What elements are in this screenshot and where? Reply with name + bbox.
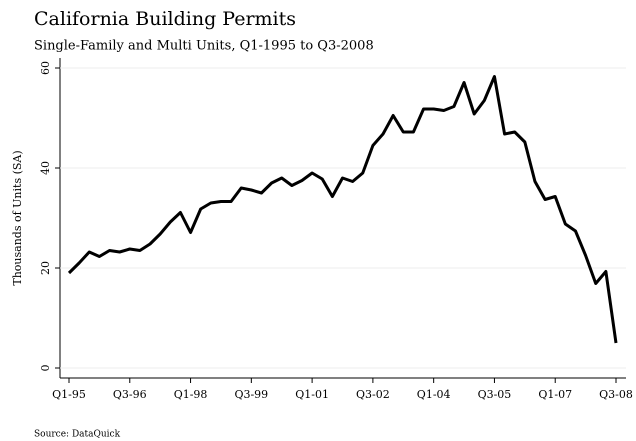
line xyxy=(67,75,618,344)
chart-title: California Building Permits xyxy=(34,8,296,30)
y-axis-label: Thousands of Units (SA) xyxy=(11,150,24,285)
x-tick-label: Q1-07 xyxy=(538,388,572,401)
x-tick-label: Q3-08 xyxy=(599,388,633,401)
x-tick-label: Q3-05 xyxy=(478,388,512,401)
x-tick-label: Q3-99 xyxy=(234,388,268,401)
y-tick-label: 60 xyxy=(39,61,52,75)
chart-subtitle: Single-Family and Multi Units, Q1-1995 t… xyxy=(34,39,374,54)
x-tick-label: Q3-96 xyxy=(113,388,147,401)
y-tick-label: 40 xyxy=(39,161,52,175)
y-tick-label: 0 xyxy=(39,365,52,372)
y-tick-label: 20 xyxy=(39,261,52,275)
x-tick-label: Q1-01 xyxy=(295,388,329,401)
x-tick-label: Q1-95 xyxy=(52,388,86,401)
x-tick-label: Q1-98 xyxy=(174,388,208,401)
x-tick-label: Q1-04 xyxy=(417,388,451,401)
x-tick-label: Q3-02 xyxy=(356,388,390,401)
source: Source: DataQuick xyxy=(34,430,121,440)
